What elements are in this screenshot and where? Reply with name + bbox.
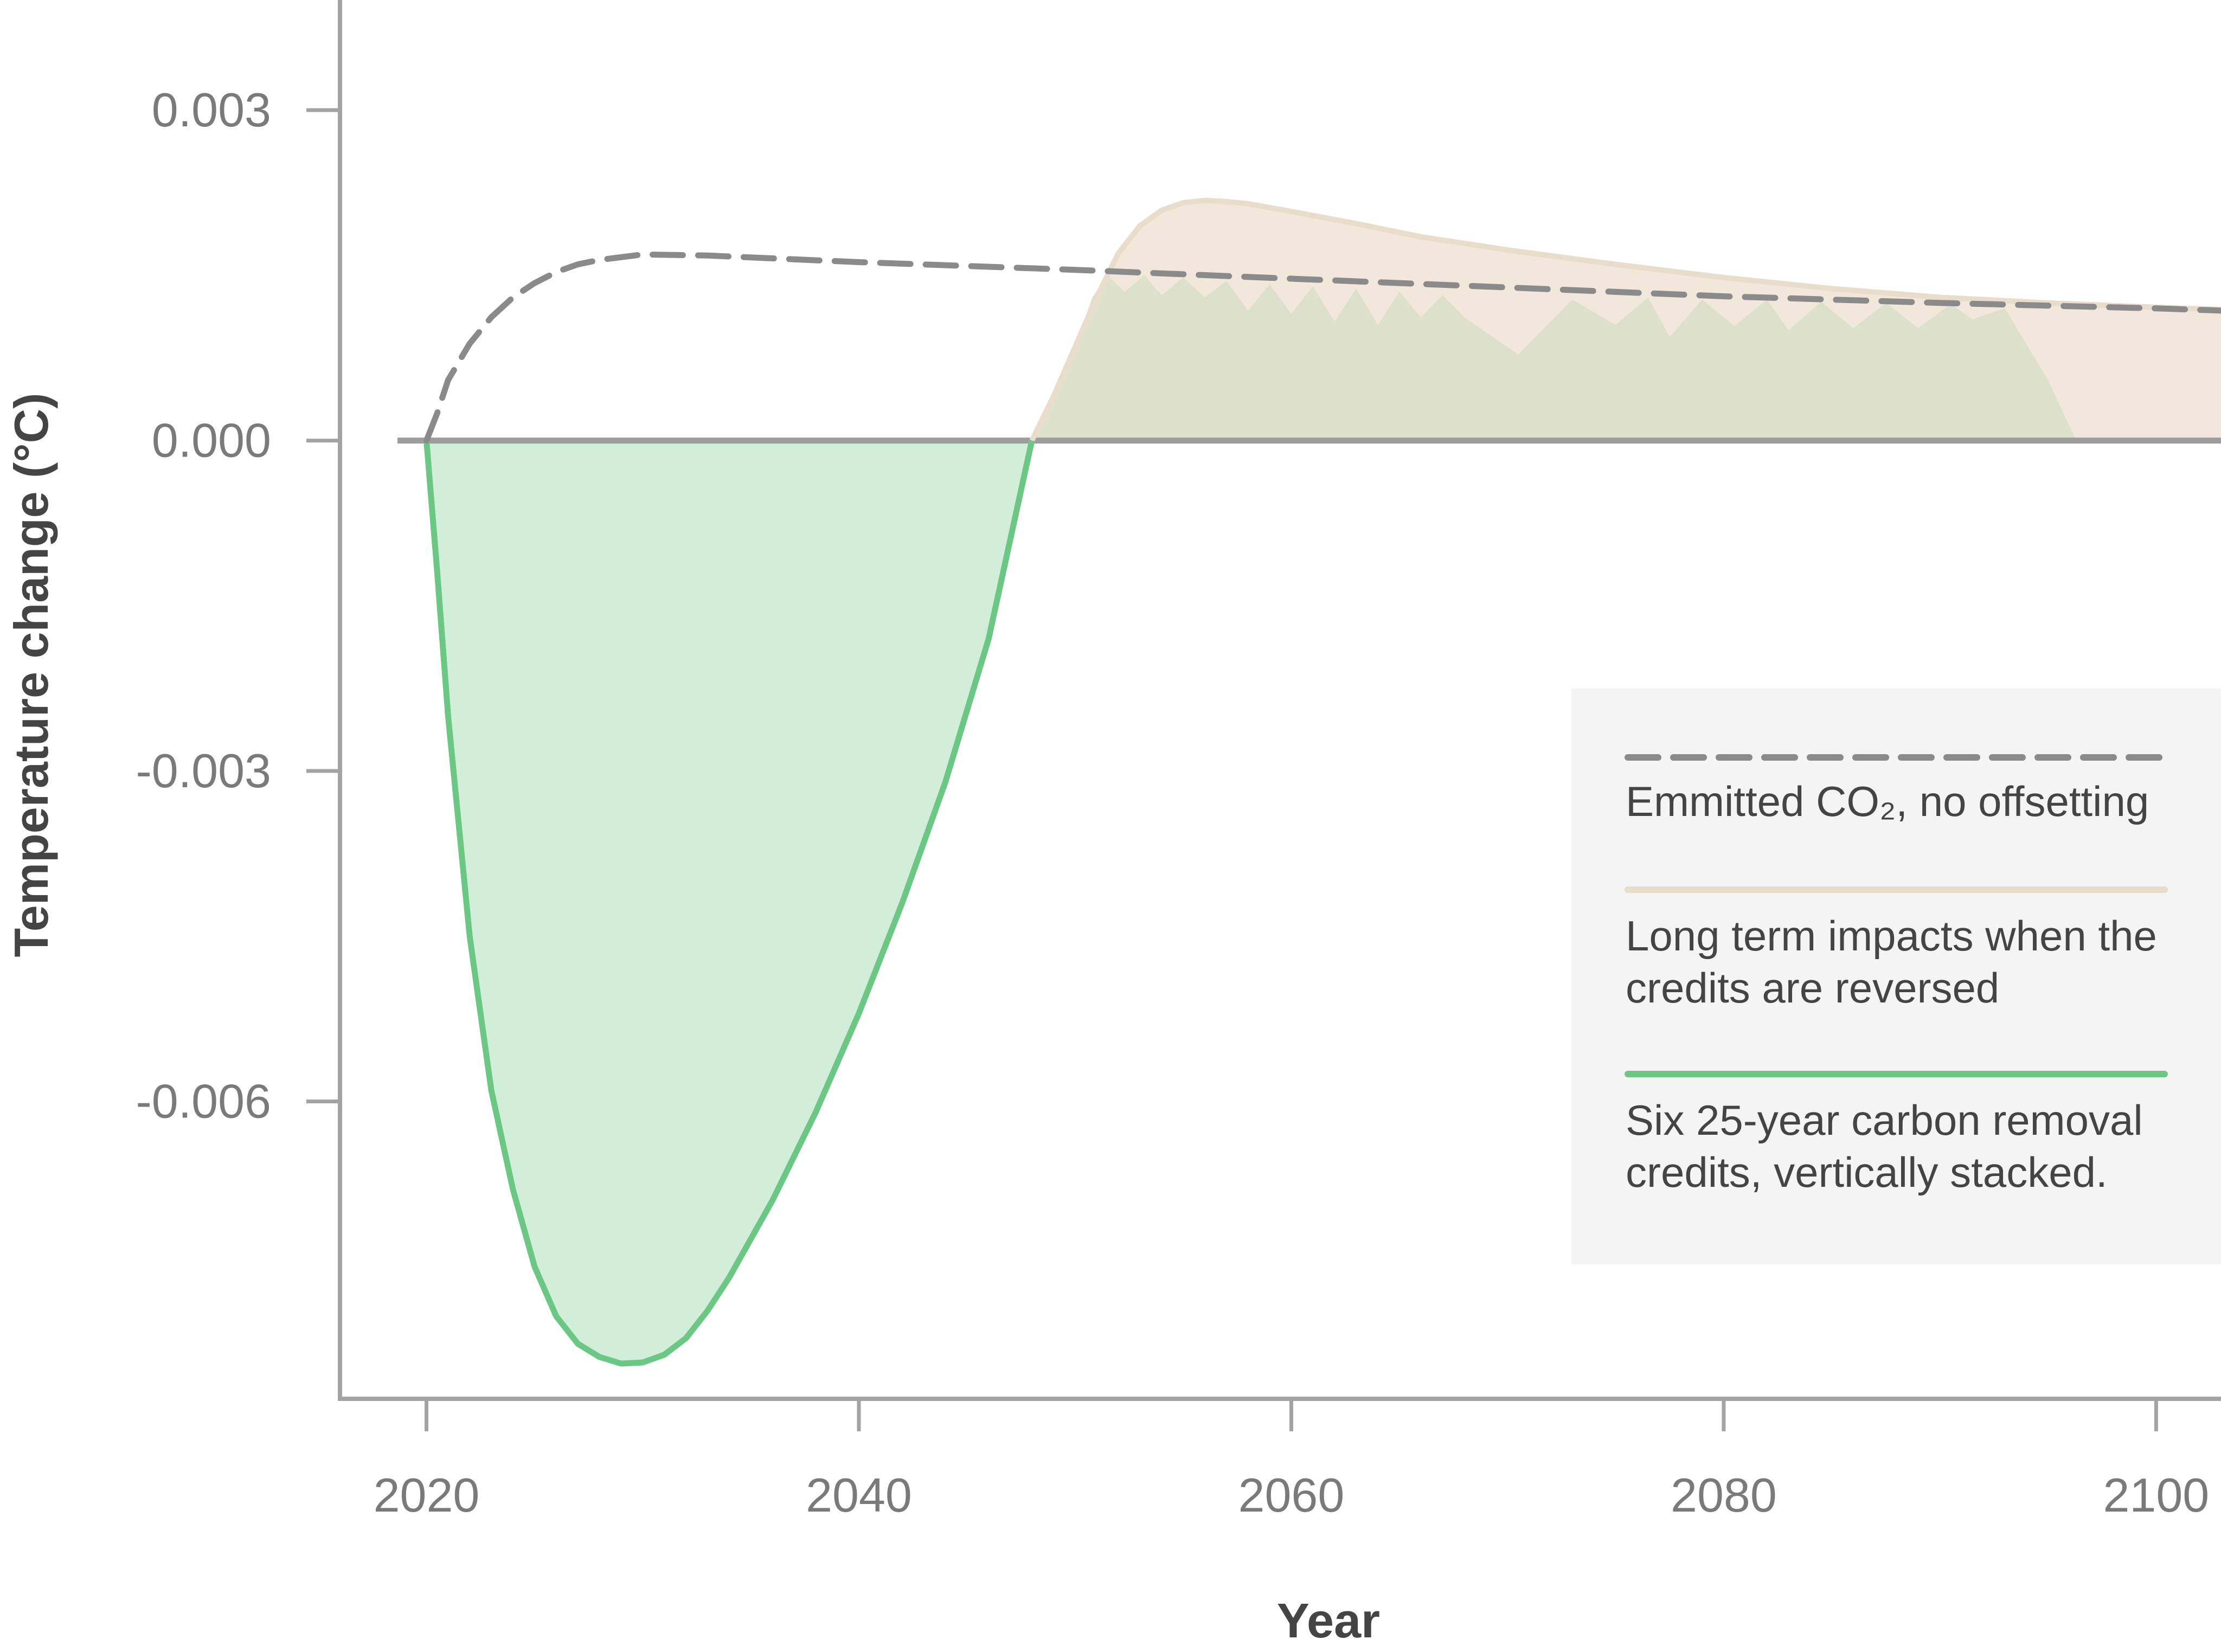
x-tick-label: 2100 [2103, 1468, 2209, 1522]
x-axis-title: Year [1277, 1594, 1380, 1648]
y-tick-label: 0.003 [152, 83, 271, 137]
removal-area [427, 441, 1032, 1364]
x-tick-label: 2040 [806, 1468, 912, 1522]
y-axis-title: Temperature change (°C) [4, 393, 58, 957]
y-tick-label: -0.003 [136, 744, 271, 798]
x-tick-label: 2020 [374, 1468, 480, 1522]
x-tick-label: 2080 [1671, 1468, 1777, 1522]
legend-label-emitted: Emmitted CO₂, no offsetting [1626, 777, 2149, 825]
y-tick-label: 0.000 [152, 414, 271, 467]
x-tick-label: 2060 [1238, 1468, 1345, 1522]
y-tick-label: -0.006 [136, 1074, 271, 1128]
